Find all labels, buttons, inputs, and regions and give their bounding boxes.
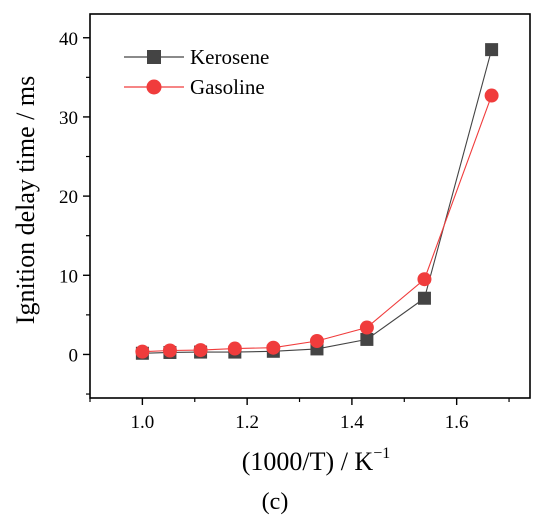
y-axis-title: Ignition delay time / ms [11,76,40,324]
data-point-kerosene [417,291,431,305]
x-axis-title-main: (1000/T) / K [242,447,374,476]
x-tick-label: 1.4 [340,412,364,433]
x-axis-title: (1000/T) / K−1 [242,445,390,476]
y-tick-label: 30 [59,108,78,129]
y-tick-label: 10 [59,266,78,287]
data-point-gasoline [359,320,374,335]
plot-frame [89,13,531,399]
data-point-gasoline [266,340,281,355]
panel-label: (c) [262,489,289,515]
data-point-gasoline [309,333,324,348]
y-tick-label: 0 [69,345,79,366]
data-point-gasoline [484,88,499,103]
legend-label-kerosene: Kerosene [190,45,269,69]
data-point-gasoline [193,343,208,358]
y-tick-label: 20 [59,187,78,208]
legend-label-gasoline: Gasoline [190,75,265,99]
legend-marker-gasoline [146,79,162,95]
data-point-gasoline [162,343,177,358]
x-tick-label: 1.2 [235,412,259,433]
data-point-kerosene [360,332,374,346]
legend: Kerosene Gasoline [124,45,269,99]
series-line-gasoline [142,95,493,353]
data-point-gasoline [135,344,150,359]
x-tick-label: 1.6 [445,412,469,433]
series-layer [135,43,499,360]
data-point-gasoline [227,341,242,356]
data-point-gasoline [417,272,432,287]
y-tick-label: 40 [59,29,78,50]
x-tick-label: 1.0 [131,412,155,433]
data-point-kerosene [485,43,499,57]
x-axis-title-superscript: −1 [373,445,390,462]
axis-ticks: 1.0 1.2 1.4 1.6 0 10 20 30 40 [59,29,510,433]
series-gasoline [135,88,499,359]
legend-marker-kerosene [147,50,161,64]
